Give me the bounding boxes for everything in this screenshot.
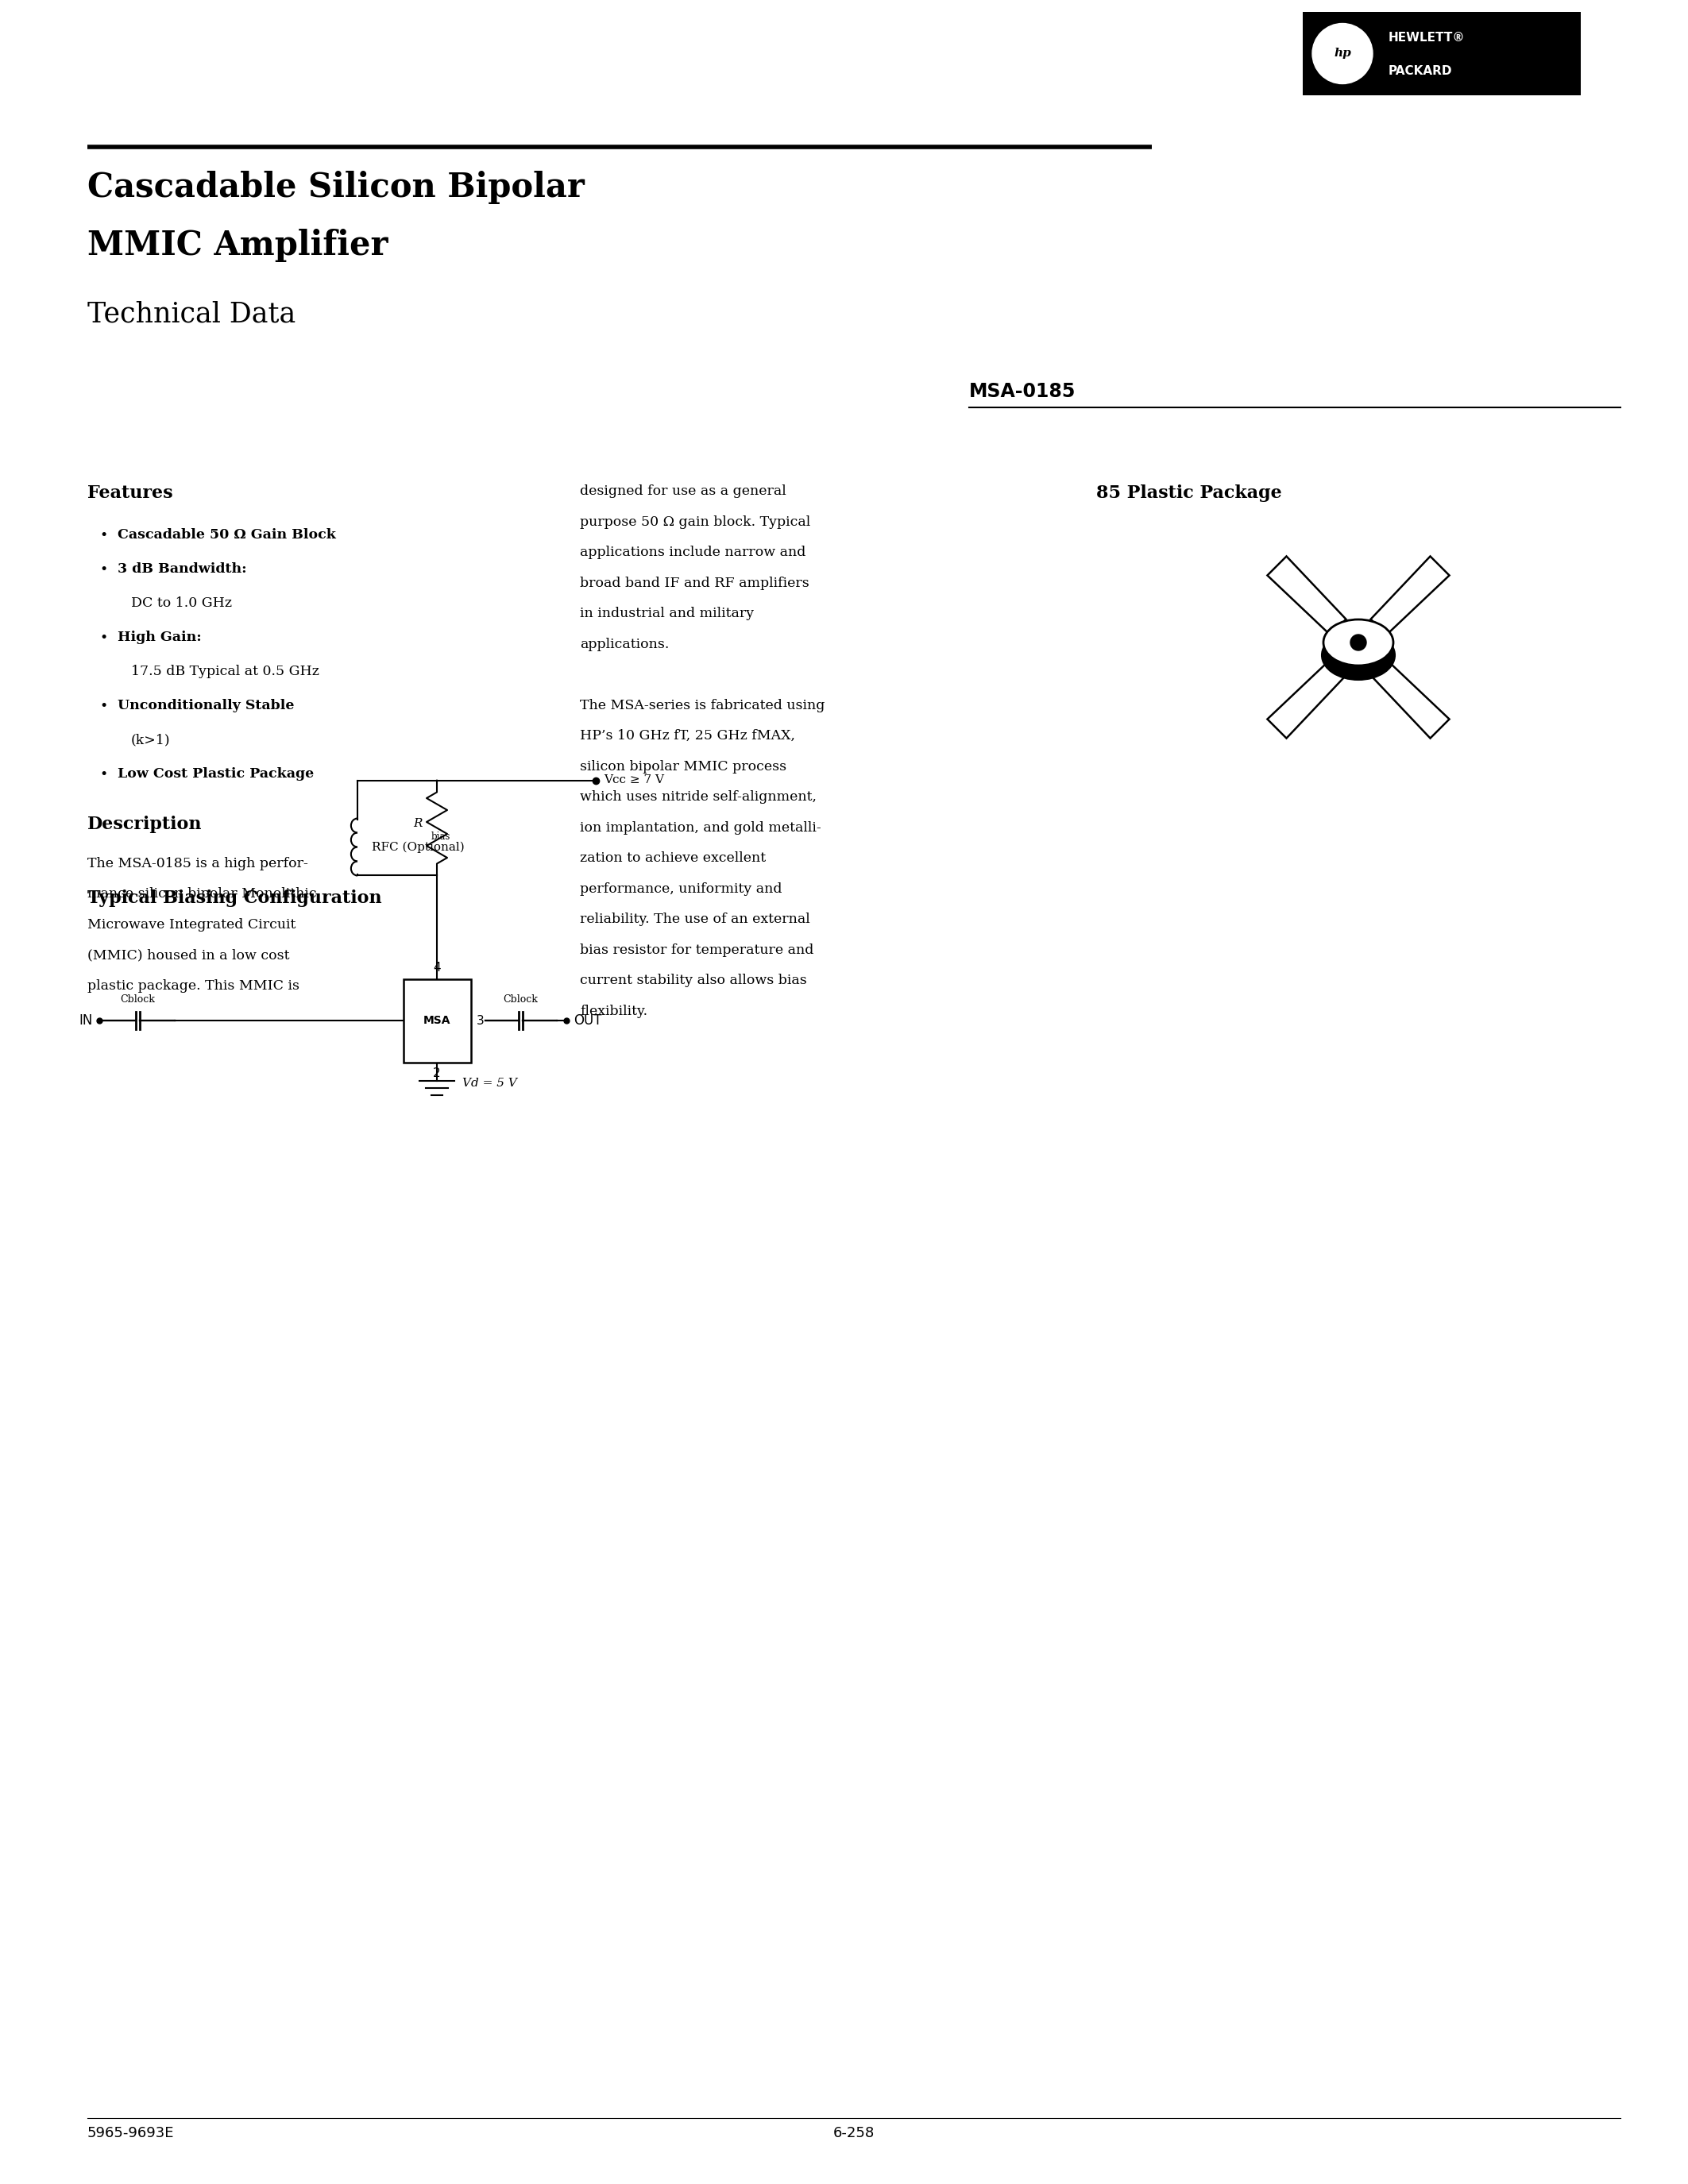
- Bar: [1303, 11, 1580, 96]
- Text: DC to 1.0 GHz: DC to 1.0 GHz: [132, 596, 231, 609]
- Text: Low Cost Plastic Package: Low Cost Plastic Package: [118, 767, 314, 780]
- Text: 6-258: 6-258: [834, 2125, 874, 2140]
- Text: Cascadable 50 Ω Gain Block: Cascadable 50 Ω Gain Block: [118, 529, 336, 542]
- Text: 2: 2: [434, 1068, 441, 1079]
- Text: which uses nitride self-alignment,: which uses nitride self-alignment,: [581, 791, 817, 804]
- Text: MSA: MSA: [424, 1016, 451, 1026]
- Text: 4: 4: [434, 963, 441, 974]
- Text: The MSA-0185 is a high perfor-: The MSA-0185 is a high perfor-: [88, 856, 309, 871]
- Text: zation to achieve excellent: zation to achieve excellent: [581, 852, 766, 865]
- Text: 3 dB Bandwidth:: 3 dB Bandwidth:: [118, 561, 246, 577]
- Text: (k>1): (k>1): [132, 734, 170, 747]
- Text: •: •: [100, 767, 108, 782]
- Text: Cblock: Cblock: [503, 994, 538, 1005]
- Text: broad band IF and RF amplifiers: broad band IF and RF amplifiers: [581, 577, 809, 590]
- Text: hp: hp: [1334, 48, 1350, 59]
- Text: ion implantation, and gold metalli-: ion implantation, and gold metalli-: [581, 821, 820, 834]
- Text: Features: Features: [88, 485, 172, 502]
- Text: Description: Description: [88, 815, 203, 832]
- Text: bias resistor for temperature and: bias resistor for temperature and: [581, 943, 814, 957]
- Text: 85 Plastic Package: 85 Plastic Package: [1096, 485, 1281, 502]
- Text: current stability also allows bias: current stability also allows bias: [581, 974, 807, 987]
- Text: Cascadable Silicon Bipolar: Cascadable Silicon Bipolar: [88, 170, 584, 203]
- Polygon shape: [1371, 660, 1450, 738]
- Text: applications include narrow and: applications include narrow and: [581, 546, 805, 559]
- Text: (MMIC) housed in a low cost: (MMIC) housed in a low cost: [88, 948, 290, 963]
- Text: 17.5 dB Typical at 0.5 GHz: 17.5 dB Typical at 0.5 GHz: [132, 664, 319, 679]
- Text: HP’s 10 GHz fT, 25 GHz fMAX,: HP’s 10 GHz fT, 25 GHz fMAX,: [581, 729, 795, 743]
- Text: Technical Data: Technical Data: [88, 299, 295, 328]
- Text: in industrial and military: in industrial and military: [581, 607, 755, 620]
- Text: 5965-9693E: 5965-9693E: [88, 2125, 174, 2140]
- Text: •: •: [100, 699, 108, 714]
- Text: reliability. The use of an external: reliability. The use of an external: [581, 913, 810, 926]
- Text: mance silicon bipolar Monolithic: mance silicon bipolar Monolithic: [88, 887, 317, 902]
- Text: R: R: [414, 819, 422, 830]
- Text: MSA-0185: MSA-0185: [969, 382, 1075, 402]
- Bar: [403, 978, 471, 1061]
- Ellipse shape: [1322, 631, 1394, 679]
- Text: •: •: [100, 631, 108, 644]
- Text: Cblock: Cblock: [120, 994, 155, 1005]
- Circle shape: [1312, 24, 1372, 83]
- Text: IN: IN: [79, 1013, 93, 1029]
- Text: performance, uniformity and: performance, uniformity and: [581, 882, 782, 895]
- Text: designed for use as a general: designed for use as a general: [581, 485, 787, 498]
- Text: flexibility.: flexibility.: [581, 1005, 648, 1018]
- Text: plastic package. This MMIC is: plastic package. This MMIC is: [88, 978, 299, 994]
- Text: HEWLETT®: HEWLETT®: [1389, 33, 1465, 44]
- Text: The MSA-series is fabricated using: The MSA-series is fabricated using: [581, 699, 825, 712]
- Ellipse shape: [1323, 620, 1393, 666]
- Text: 3: 3: [476, 1016, 484, 1026]
- Text: High Gain:: High Gain:: [118, 631, 201, 644]
- Text: applications.: applications.: [581, 638, 668, 651]
- Polygon shape: [1371, 557, 1450, 636]
- Text: Microwave Integrated Circuit: Microwave Integrated Circuit: [88, 917, 295, 933]
- Text: Vcc ≥ 7 V: Vcc ≥ 7 V: [604, 775, 663, 786]
- Polygon shape: [1268, 557, 1345, 636]
- Circle shape: [1350, 636, 1366, 651]
- Text: bias: bias: [432, 832, 451, 843]
- Text: silicon bipolar MMIC process: silicon bipolar MMIC process: [581, 760, 787, 773]
- Text: Vd = 5 V: Vd = 5 V: [463, 1077, 517, 1088]
- Text: Unconditionally Stable: Unconditionally Stable: [118, 699, 294, 712]
- Text: •: •: [100, 561, 108, 577]
- Text: •: •: [100, 529, 108, 542]
- Text: MMIC Amplifier: MMIC Amplifier: [88, 229, 388, 262]
- Text: PACKARD: PACKARD: [1389, 66, 1452, 76]
- Text: RFC (Optional): RFC (Optional): [371, 841, 464, 852]
- Text: Typical Biasing Configuration: Typical Biasing Configuration: [88, 889, 381, 906]
- Polygon shape: [1268, 660, 1345, 738]
- Text: purpose 50 Ω gain block. Typical: purpose 50 Ω gain block. Typical: [581, 515, 810, 529]
- Text: OUT: OUT: [574, 1013, 603, 1029]
